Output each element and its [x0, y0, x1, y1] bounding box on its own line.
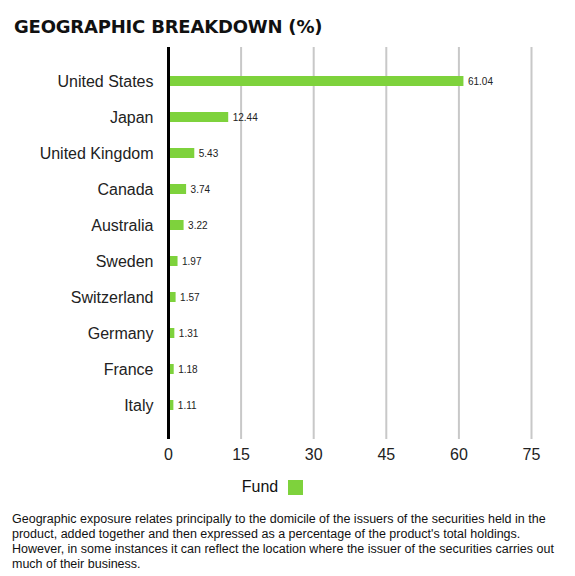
- svg-text:3.74: 3.74: [191, 184, 211, 195]
- svg-text:0: 0: [164, 446, 173, 463]
- svg-text:1.31: 1.31: [179, 328, 199, 339]
- svg-text:Italy: Italy: [124, 397, 153, 414]
- svg-text:12.44: 12.44: [233, 112, 258, 123]
- svg-text:1.11: 1.11: [178, 400, 197, 411]
- svg-text:Australia: Australia: [91, 217, 153, 234]
- svg-text:Sweden: Sweden: [96, 253, 154, 270]
- html-text:Fund: Fund: [241, 478, 279, 495]
- svg-text:45: 45: [377, 446, 395, 463]
- svg-text:15: 15: [232, 446, 250, 463]
- svg-text:3.22: 3.22: [188, 220, 208, 231]
- svg-text:60: 60: [450, 446, 468, 463]
- svg-text:Canada: Canada: [97, 181, 153, 198]
- html-text:Geographic exposure relates pr: Geographic exposure relates principally …: [12, 512, 554, 571]
- svg-text:Switzerland: Switzerland: [71, 289, 154, 306]
- svg-text:United States: United States: [57, 73, 153, 90]
- svg-text:1.57: 1.57: [180, 292, 200, 303]
- html-text:GEOGRAPHIC BREAKDOWN (%): GEOGRAPHIC BREAKDOWN (%): [14, 16, 323, 37]
- svg-text:5.43: 5.43: [199, 148, 219, 159]
- svg-text:France: France: [104, 361, 154, 378]
- svg-text:1.18: 1.18: [178, 364, 198, 375]
- svg-text:61.04: 61.04: [468, 76, 493, 87]
- svg-text:Japan: Japan: [110, 109, 154, 126]
- svg-text:30: 30: [305, 446, 323, 463]
- svg-text:Germany: Germany: [88, 325, 154, 342]
- svg-text:1.97: 1.97: [182, 256, 202, 267]
- svg-text:75: 75: [523, 446, 541, 463]
- svg-text:United Kingdom: United Kingdom: [40, 145, 154, 162]
